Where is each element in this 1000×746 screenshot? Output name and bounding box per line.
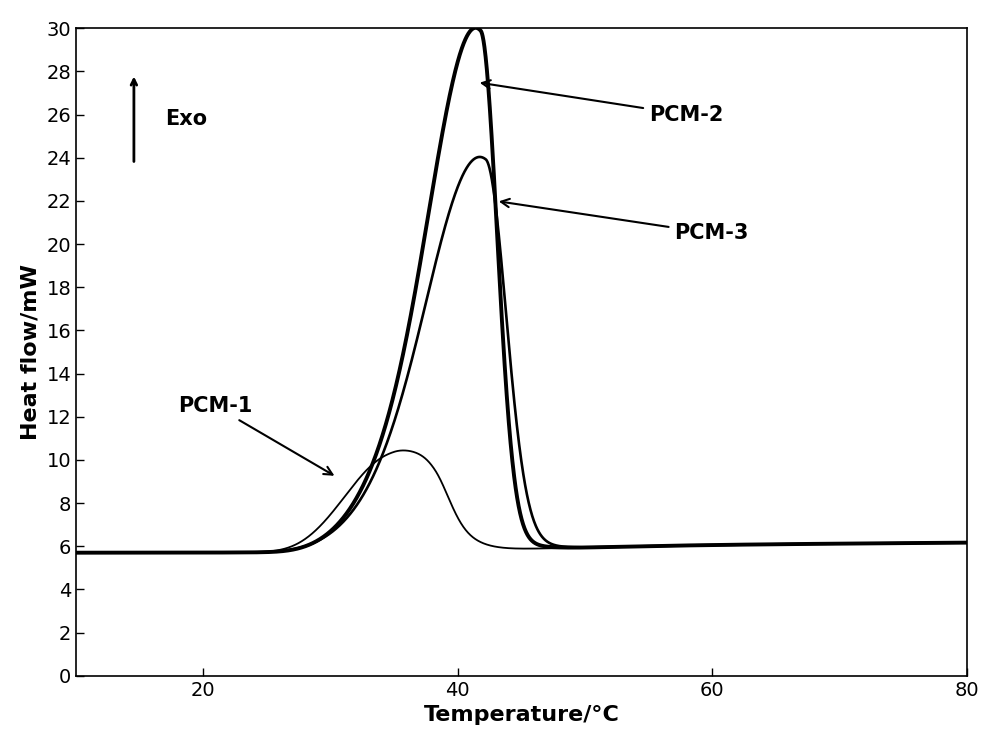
Text: PCM-1: PCM-1	[178, 396, 332, 474]
X-axis label: Temperature/°C: Temperature/°C	[423, 705, 619, 725]
Y-axis label: Heat flow/mW: Heat flow/mW	[21, 264, 41, 440]
Text: PCM-2: PCM-2	[482, 81, 723, 125]
Text: PCM-3: PCM-3	[501, 199, 749, 243]
Text: Exo: Exo	[165, 109, 207, 129]
